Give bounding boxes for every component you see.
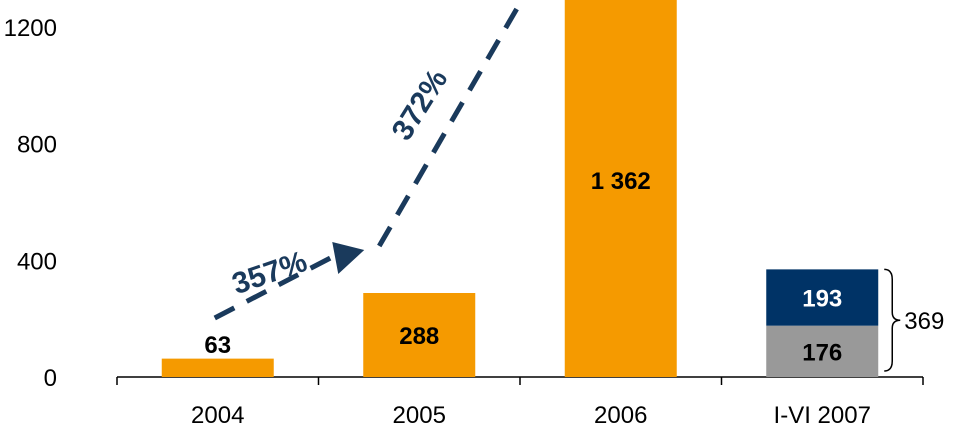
- total-label: 369: [904, 308, 944, 335]
- bar-segment: [766, 269, 879, 326]
- bar-segment: [564, 0, 677, 377]
- y-tick-label: 1200: [4, 15, 57, 42]
- x-tick-label: 2004: [191, 402, 244, 429]
- x-axis: 2004 2005 2006 I-VI 2007: [116, 376, 924, 429]
- bar-segment: [766, 325, 879, 377]
- bar-segment: [161, 358, 274, 377]
- bars: [161, 0, 879, 377]
- growth-arrow: [377, 0, 525, 248]
- data-labels: 63 288 1 362 176 193: [204, 168, 842, 366]
- x-tick-label: I-VI 2007: [774, 402, 871, 429]
- bar-segment: [363, 293, 476, 377]
- y-axis: 0 400 800 1200: [4, 15, 57, 392]
- data-label: 1 362: [591, 168, 651, 195]
- data-label: 176: [802, 339, 842, 366]
- y-tick-label: 400: [17, 248, 57, 275]
- data-label: 288: [399, 323, 439, 350]
- x-tick-label: 2006: [594, 402, 647, 429]
- data-label: 63: [204, 332, 231, 359]
- arrow-head: [332, 242, 365, 274]
- x-tick-label: 2005: [393, 402, 446, 429]
- y-tick-label: 0: [44, 365, 57, 392]
- y-tick-label: 800: [17, 132, 57, 159]
- growth-label: 357%: [228, 245, 311, 301]
- growth-arrow: [213, 253, 336, 321]
- brace: [884, 268, 901, 372]
- data-label: 193: [802, 286, 842, 313]
